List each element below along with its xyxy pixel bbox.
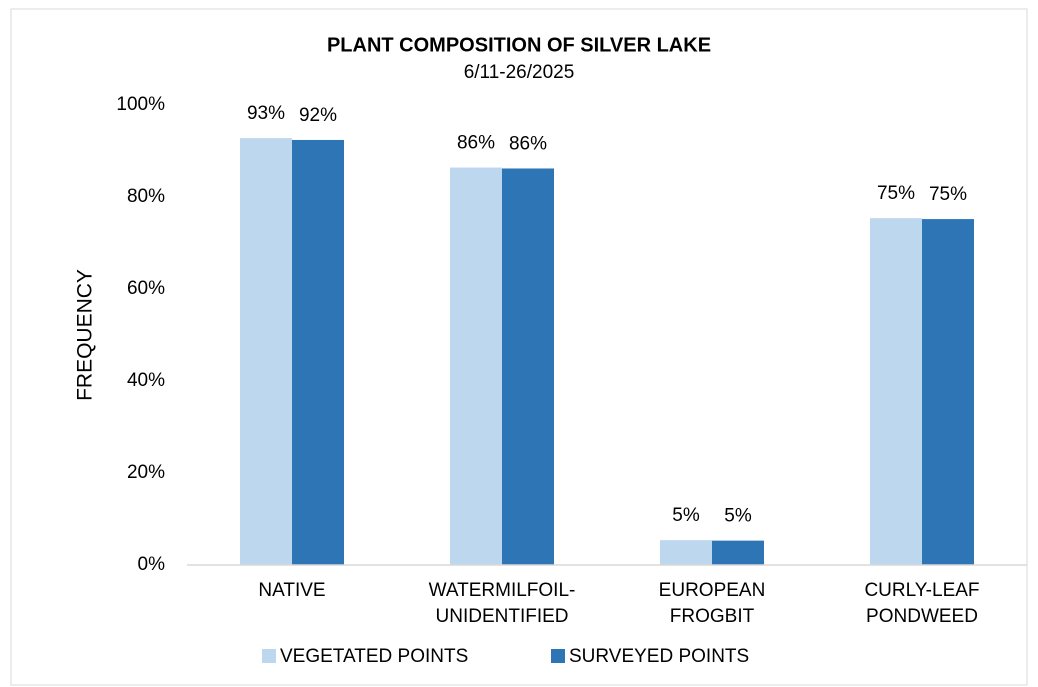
legend-swatch — [262, 649, 276, 663]
x-tick-label: UNIDENTIFIED — [436, 606, 569, 627]
bar — [502, 168, 554, 566]
bar — [922, 219, 974, 565]
value-label: 93% — [247, 103, 285, 124]
y-tick-label: 60% — [127, 278, 165, 299]
bar — [240, 138, 292, 565]
value-label: 92% — [299, 105, 337, 126]
bar — [870, 218, 922, 565]
x-tick-label: NATIVE — [258, 580, 325, 601]
y-tick-label: 0% — [138, 554, 166, 575]
bar — [450, 167, 502, 565]
bar — [292, 139, 344, 565]
value-label: 5% — [672, 505, 700, 526]
value-label: 5% — [724, 506, 752, 527]
x-tick-label: PONDWEED — [866, 606, 978, 627]
y-tick-label: 100% — [116, 94, 165, 115]
y-tick-label: 20% — [127, 462, 165, 483]
value-label: 86% — [457, 133, 495, 154]
y-tick-label: 40% — [127, 370, 165, 391]
y-axis-title: FREQUENCY — [74, 269, 97, 401]
chart-title: PLANT COMPOSITION OF SILVER LAKE — [327, 34, 711, 56]
legend-label: SURVEYED POINTS — [569, 646, 749, 667]
x-tick-label: EUROPEAN — [659, 580, 766, 601]
x-tick-label: WATERMILFOIL- — [429, 580, 576, 601]
value-label: 75% — [929, 184, 967, 205]
bar — [660, 540, 712, 565]
value-label: 86% — [509, 133, 547, 154]
chart-subtitle: 6/11-26/2025 — [464, 62, 575, 83]
y-tick-label: 80% — [127, 186, 165, 207]
x-tick-label: CURLY-LEAF — [864, 580, 979, 601]
bar — [712, 540, 764, 565]
x-tick-label: FROGBIT — [670, 606, 755, 627]
legend-swatch — [551, 649, 565, 663]
legend-label: VEGETATED POINTS — [280, 646, 468, 667]
value-label: 75% — [877, 183, 915, 204]
